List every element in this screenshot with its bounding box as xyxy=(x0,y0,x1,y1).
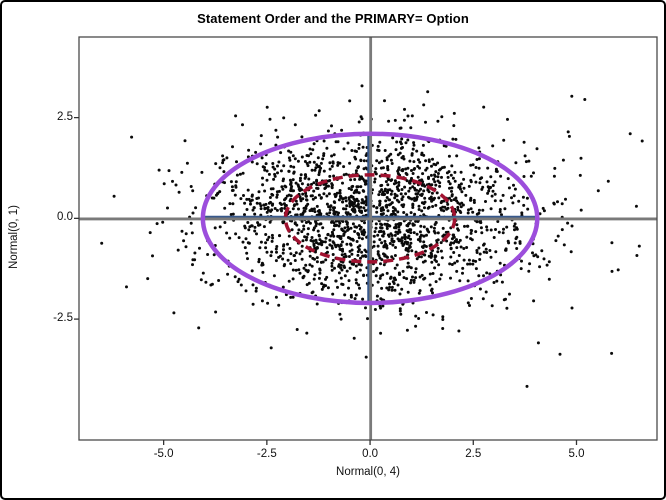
x-tick-label-4: 5.0 xyxy=(568,448,585,460)
scatter-points xyxy=(100,84,644,388)
outer-prediction-ellipse xyxy=(200,131,540,306)
x-tick-label-0: -5.0 xyxy=(153,448,174,460)
inner-prediction-ellipse xyxy=(283,173,457,264)
x-tick-label-1: -2.5 xyxy=(256,448,277,460)
plot-frame xyxy=(78,36,658,441)
x-tick-label-3: 2.5 xyxy=(465,448,482,460)
chart-title: Statement Order and the PRIMARY= Option xyxy=(197,11,469,26)
y-tick-label-1: 0.0 xyxy=(57,211,73,224)
y-axis-label: Normal(0, 1) xyxy=(8,205,20,269)
x-tick-label-2: 0.0 xyxy=(362,448,379,460)
y-tick-label-2: -2.5 xyxy=(53,312,73,325)
y-tick-label-0: 2.5 xyxy=(57,110,73,123)
x-axis-label: Normal(0, 4) xyxy=(336,466,400,478)
